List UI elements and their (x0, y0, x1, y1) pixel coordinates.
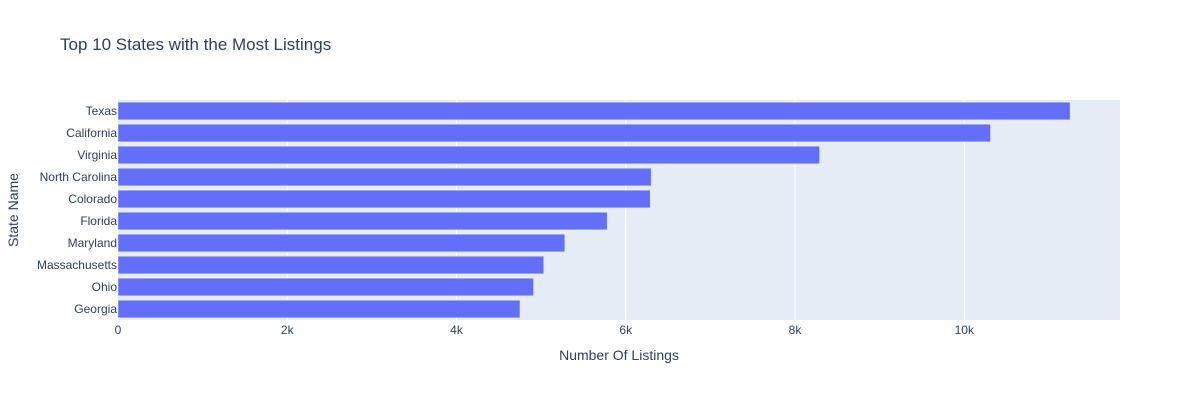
y-tick-label: Ohio (92, 280, 118, 294)
bar-maryland[interactable] (117, 233, 566, 253)
y-tick-label: North Carolina (40, 170, 118, 184)
y-tick-label: Georgia (74, 302, 117, 316)
bar-georgia[interactable] (117, 299, 521, 319)
y-axis-tick-labels: Texas California Virginia North Carolina Col… (37, 104, 117, 316)
bar-north-carolina[interactable] (117, 167, 652, 187)
y-tick-label: Florida (80, 214, 117, 228)
y-tick-label: Texas (86, 104, 117, 118)
x-tick-label: 6k (619, 323, 633, 337)
chart-title: Top 10 States with the Most Listings (60, 35, 331, 54)
bar-florida[interactable] (117, 211, 608, 231)
bar-virginia[interactable] (117, 145, 820, 165)
x-tick-label: 8k (789, 323, 803, 337)
y-tick-label: Colorado (68, 192, 117, 206)
bar-texas[interactable] (117, 101, 1071, 121)
y-tick-label: Maryland (68, 236, 117, 250)
x-axis-tick-labels: 0 2k 4k 6k 8k 10k (115, 323, 975, 337)
x-axis-title: Number Of Listings (559, 347, 679, 363)
x-tick-label: 0 (115, 323, 122, 337)
bars (117, 101, 1071, 319)
x-tick-label: 10k (955, 323, 975, 337)
bar-colorado[interactable] (117, 189, 651, 209)
bar-ohio[interactable] (117, 277, 534, 297)
y-axis-title: State Name (5, 173, 21, 247)
y-tick-label: Massachusetts (37, 258, 117, 272)
y-tick-label: Virginia (77, 148, 117, 162)
y-tick-label: California (66, 126, 117, 140)
bar-massachusetts[interactable] (117, 255, 544, 275)
x-tick-label: 4k (450, 323, 464, 337)
bar-california[interactable] (117, 123, 991, 143)
x-tick-label: 2k (281, 323, 295, 337)
